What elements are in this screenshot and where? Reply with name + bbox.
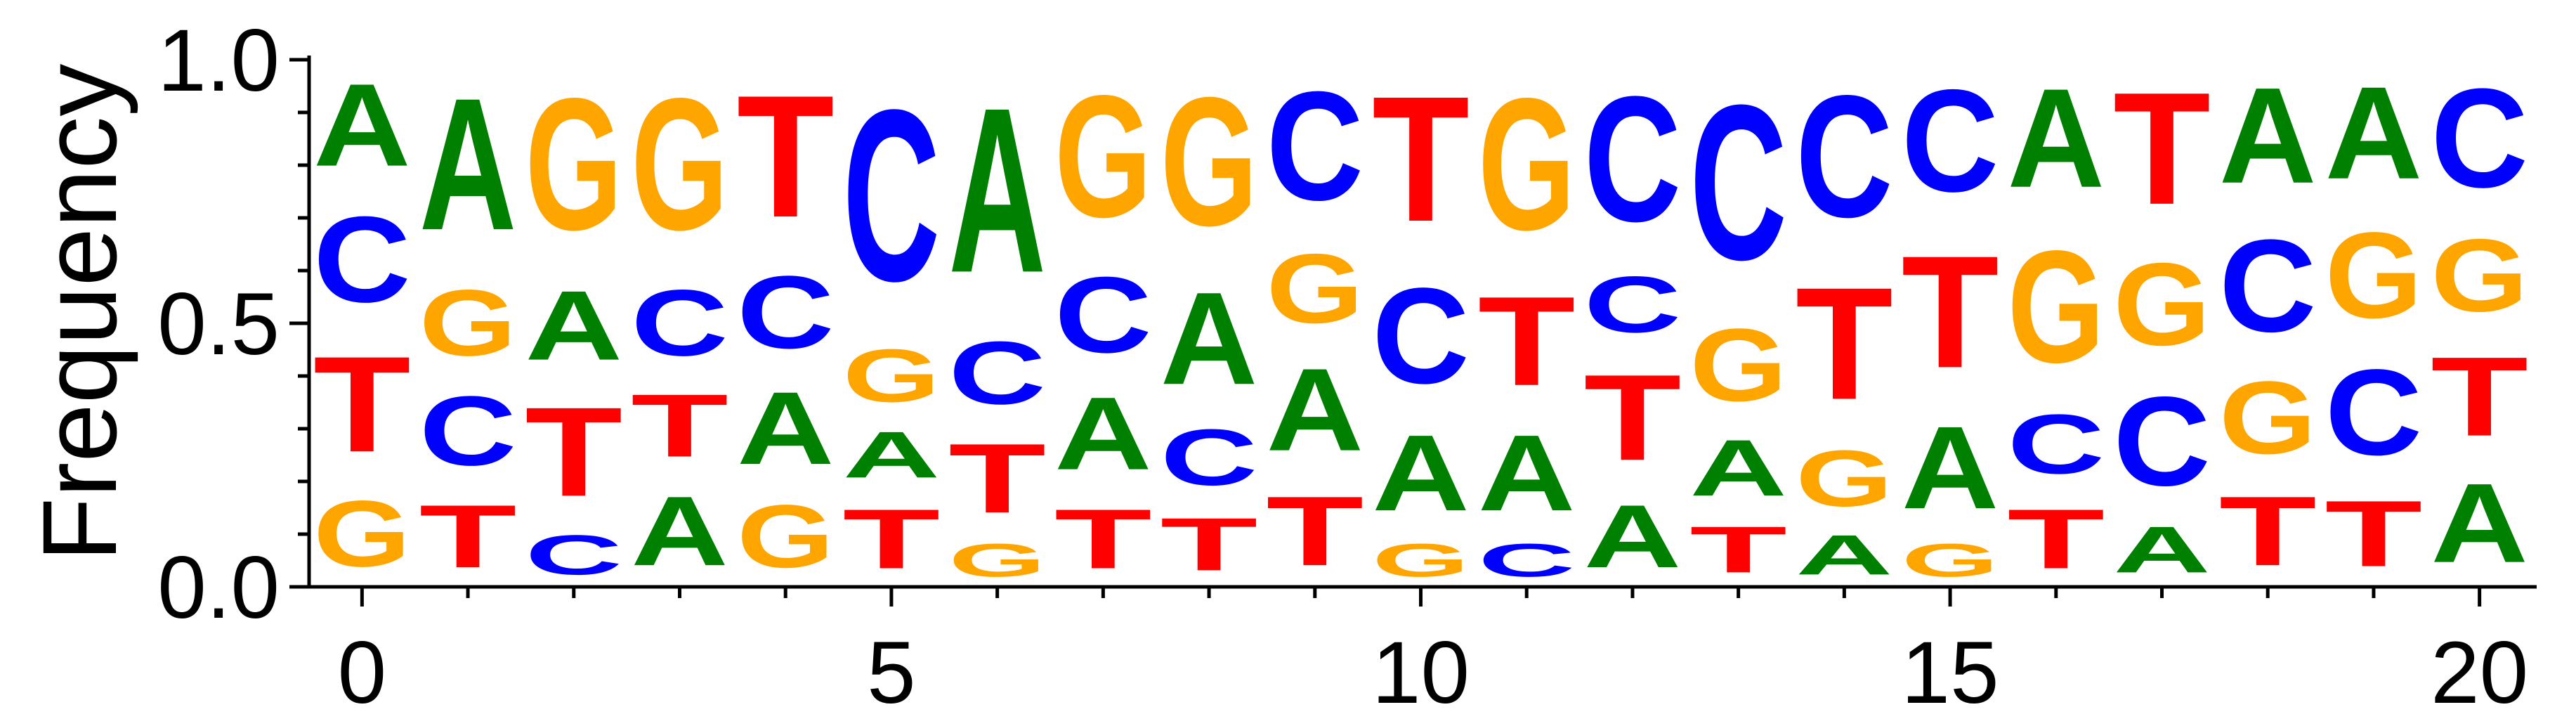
logo-letter-t: T [2325,481,2423,586]
logo-letter-a: A [419,60,517,270]
logo-letter-c: C [1160,413,1258,503]
logo-letter-g: G [2113,238,2211,370]
x-tick-label: 20 [2431,624,2528,722]
logo-letter-g: G [631,60,728,270]
logo-letter-t: T [525,381,622,523]
logo-letter-a: A [1902,403,1999,534]
logo-letter-c: C [1372,259,1470,412]
logo-letter-t: T [1160,502,1258,586]
logo-letter-a: A [2219,59,2317,212]
logo-letter-a: A [2007,59,2105,217]
logo-letter-c: C [1054,254,1152,375]
logo-letter-t: T [1054,492,1152,587]
logo-letter-a: A [1160,265,1258,412]
logo-letter-t: T [1266,476,1364,586]
logo-letter-a: A [1478,412,1576,533]
logo-letter-g: G [1902,534,1999,587]
logo-letter-c: C [843,58,941,332]
logo-letter-c: C [1266,59,1364,233]
logo-letter-c: C [419,376,517,486]
letter-stacks: GTCATCGACTAGATCGGACTTAGCGTCATACGTCAGTAGC… [313,58,2528,587]
logo-letter-a: A [313,60,411,191]
logo-letter-t: T [1689,513,1787,587]
logo-letter-a: A [843,418,941,492]
x-tick-label: 10 [1372,624,1470,722]
logo-letter-t: T [631,375,728,475]
x-tick-label: 5 [867,624,916,722]
axes: 0.0 0.5 1.0 0 5 10 15 20 [157,12,2537,722]
logo-letter-g: G [2431,217,2528,333]
logo-letter-c: C [2219,212,2317,359]
logo-letter-t: T [1478,271,1576,413]
logo-letter-a: A [525,271,622,381]
logo-letter-c: C [1689,60,1787,306]
logo-letter-t: T [1584,349,1682,486]
logo-letter-g: G [1478,60,1576,270]
logo-letter-c: C [948,323,1046,423]
logo-letter-a: A [948,58,1046,321]
logo-letter-g: G [2219,360,2317,476]
logo-letter-g: G [1160,60,1258,264]
logo-letter-g: G [1054,59,1152,254]
logo-letter-t: T [1902,223,1999,401]
logo-letter-t: T [1796,254,1893,433]
logo-letter-g: G [2325,208,2423,344]
logo-letter-t: T [419,486,517,586]
logo-letter-c: C [737,255,835,370]
logo-letter-c: C [1584,260,1682,349]
logo-letter-g: G [1796,434,1893,523]
logo-letter-a: A [1796,524,1893,587]
y-tick-label: 0.5 [157,276,280,373]
logo-letter-g: G [1266,234,1364,344]
logo-letter-c: C [2325,344,2423,481]
logo-letter-c: C [1796,58,1893,253]
logo-letter-t: T [2431,333,2528,460]
logo-letter-t: T [843,492,941,587]
y-axis-label: Frequency [20,64,138,562]
logo-letter-t: T [2219,476,2317,586]
logo-letter-a: A [1689,424,1787,513]
y-tick-label: 1.0 [157,12,280,110]
logo-letter-g: G [737,486,835,586]
logo-letter-a: A [1266,344,1364,476]
logo-letter-g: G [1372,534,1470,587]
logo-letter-c: C [1584,59,1682,259]
logo-letter-c: C [2007,396,2105,491]
logo-letter-a: A [1584,486,1682,586]
logo-letter-a: A [2113,513,2211,587]
x-tick-label: 0 [338,624,387,722]
logo-letter-g: G [419,271,517,376]
logo-letter-g: G [2007,218,2105,396]
logo-letter-c: C [2113,370,2211,512]
logo-letter-t: T [737,60,835,254]
logo-letter-a: A [1054,376,1152,491]
x-tick-label: 15 [1902,624,1999,722]
y-tick-label: 0.0 [157,539,280,637]
logo-letter-c: C [525,524,622,587]
logo-letter-t: T [1372,60,1470,259]
logo-letter-g: G [313,481,411,587]
logo-letter-c: C [1902,60,1999,223]
logo-letter-a: A [631,476,728,586]
logo-letter-c: C [2431,59,2528,217]
logo-letter-t: T [2113,60,2211,238]
logo-letter-g: G [948,534,1046,587]
logo-letter-t: T [2007,492,2105,587]
logo-letter-t: T [313,328,411,481]
logo-letter-a: A [1372,412,1470,533]
logo-letter-g: G [1689,307,1787,423]
logo-letter-g: G [843,334,941,417]
logo-letter-a: A [2431,460,2528,586]
logo-letter-a: A [2325,60,2423,207]
logo-letter-c: C [1478,534,1576,587]
logo-letter-c: C [313,190,411,328]
logo-letter-g: G [525,60,622,270]
logo-letter-c: C [631,271,728,376]
logo-letter-a: A [737,371,835,486]
logo-letter-t: T [948,423,1046,533]
